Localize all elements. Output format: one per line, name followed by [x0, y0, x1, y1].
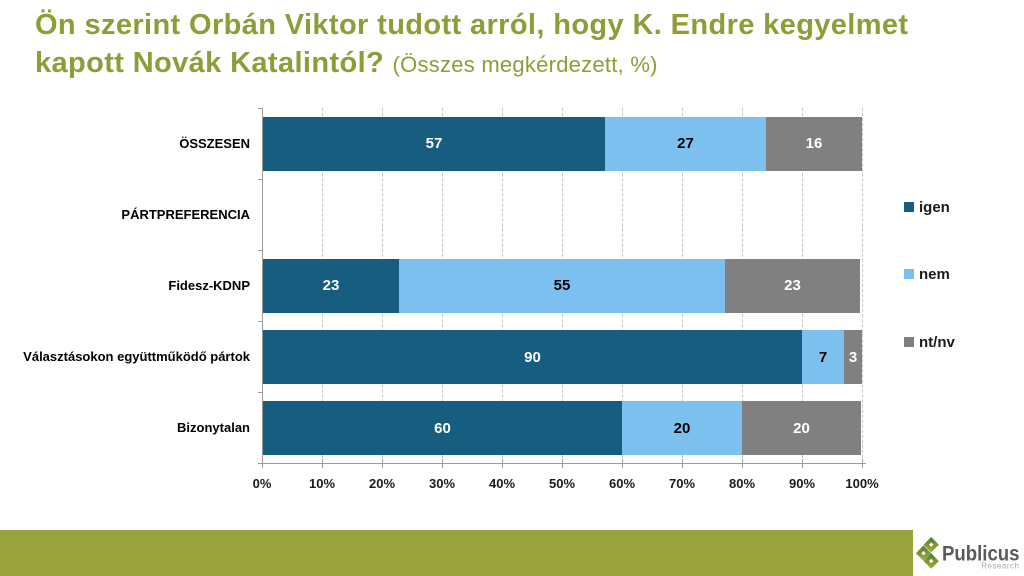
svg-text:Publicus: Publicus: [942, 543, 1020, 566]
svg-text:Research: Research: [981, 562, 1019, 571]
